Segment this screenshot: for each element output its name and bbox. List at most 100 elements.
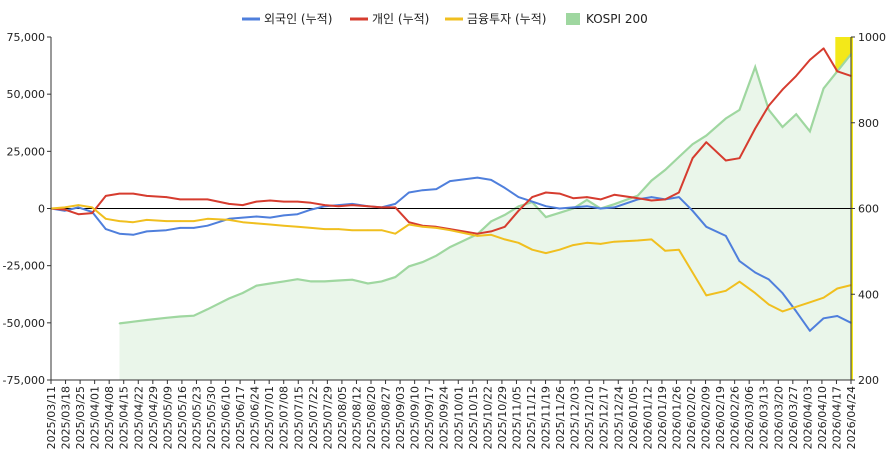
series-point-1 (165, 196, 168, 198)
x-tick-label: 2025/05/16 (176, 386, 189, 449)
kospi-point (282, 280, 285, 283)
series-point-0 (613, 206, 616, 209)
series-point-1 (781, 88, 784, 91)
x-tick-label: 2025/11/26 (554, 386, 567, 449)
series-point-1 (118, 192, 121, 195)
series-point-0 (165, 229, 168, 232)
series-point-1 (531, 196, 533, 198)
kospi-point (324, 280, 326, 283)
series-point-0 (394, 203, 397, 205)
x-tick-label: 2026/02/09 (700, 386, 713, 449)
series-point-2 (490, 233, 492, 236)
x-axis-ticks: 2025/03/11 2025/03/18 2025/03/25 2025/04/01… (45, 380, 858, 449)
x-tick-label: 2025/10/22 (481, 386, 494, 449)
series-point-0 (104, 228, 107, 230)
series-point-2 (586, 242, 588, 244)
series-point-1 (517, 209, 520, 212)
series-point-0 (435, 188, 438, 190)
x-tick-label: 2025/08/27 (380, 386, 393, 449)
series-point-0 (822, 317, 825, 320)
series-point-2 (781, 310, 784, 313)
series-point-0 (179, 227, 181, 229)
series-point-2 (822, 296, 825, 299)
x-tick-label: 2025/12/10 (583, 386, 596, 449)
series-point-0 (255, 215, 258, 218)
series-point-2 (836, 287, 839, 290)
kospi-point (738, 109, 741, 111)
series-point-1 (725, 159, 727, 162)
series-point-1 (754, 127, 756, 130)
kospi-point (490, 220, 492, 223)
series-point-2 (531, 248, 533, 251)
series-point-0 (449, 180, 451, 182)
kospi-point (768, 109, 770, 111)
series-point-2 (380, 229, 383, 232)
kospi-point (408, 265, 410, 268)
x-tick-label: 2025/09/24 (438, 386, 451, 449)
series-point-1 (503, 225, 506, 228)
series-point-2 (408, 223, 410, 226)
series-line-2 (50, 204, 852, 313)
series-point-1 (691, 157, 694, 159)
x-tick-label: 2026/03/06 (743, 386, 756, 449)
kospi-point (613, 203, 616, 206)
series-point-2 (367, 229, 369, 232)
x-tick-label: 2025/11/19 (540, 386, 553, 449)
series-point-2 (77, 204, 80, 206)
series-point-2 (705, 294, 708, 297)
x-tick-label: 2026/02/02 (685, 386, 698, 449)
series-point-1 (572, 197, 575, 200)
kospi-point (367, 282, 369, 285)
series-point-1 (664, 198, 666, 201)
x-tick-label: 2025/03/18 (60, 386, 73, 449)
kospi-point (435, 254, 438, 257)
left-axis-ticks: -75,000 -50,000 -25,000 0 25,000 50,000 75,000 (3, 31, 51, 387)
kospi-point (781, 126, 784, 128)
kospi-point (337, 279, 340, 282)
series-point-2 (421, 225, 424, 228)
series-point-1 (206, 198, 209, 201)
series-point-2 (650, 238, 653, 241)
kospi-point (192, 314, 195, 317)
series-point-2 (809, 301, 811, 304)
series-point-0 (517, 196, 520, 198)
x-tick-label: 2026/04/03 (801, 386, 814, 449)
series-point-0 (282, 214, 285, 217)
series-point-1 (545, 191, 547, 194)
series-point-0 (192, 227, 195, 229)
series-point-2 (165, 220, 168, 222)
series-point-1 (613, 193, 616, 196)
kospi-point (118, 322, 121, 325)
series-point-1 (836, 70, 839, 73)
series-point-0 (146, 230, 148, 233)
series-point-0 (241, 216, 244, 219)
series-point-2 (517, 242, 520, 244)
kospi-point (586, 199, 588, 201)
series-point-0 (599, 207, 602, 210)
x-tick-label: 2026/04/24 (845, 386, 858, 449)
series-point-2 (754, 292, 756, 294)
series-point-2 (282, 224, 285, 227)
x-tick-label: 2025/07/22 (307, 386, 320, 449)
series-point-0 (809, 330, 811, 332)
series-point-2 (91, 206, 93, 209)
series-point-0 (408, 191, 410, 194)
series-point-1 (179, 198, 181, 201)
x-tick-label: 2025/12/03 (569, 386, 582, 449)
series-point-1 (255, 200, 258, 203)
right-tick-label: 1000 (858, 31, 886, 44)
kospi-point (351, 278, 354, 281)
x-tick-label: 2025/09/17 (423, 386, 436, 449)
series-point-0 (795, 310, 798, 313)
x-tick-label: 2025/10/01 (452, 386, 465, 449)
series-point-0 (836, 315, 839, 317)
series-point-2 (146, 219, 148, 221)
kospi-point (503, 214, 506, 216)
series-point-2 (351, 229, 354, 232)
series-point-2 (337, 228, 340, 230)
series-point-0 (754, 271, 756, 274)
series-point-2 (678, 248, 680, 251)
series-point-0 (132, 233, 134, 236)
x-tick-label: 2026/02/26 (729, 386, 742, 449)
